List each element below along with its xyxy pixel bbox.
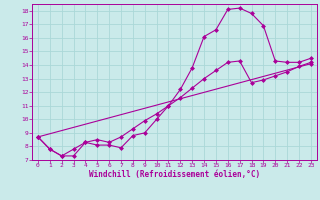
X-axis label: Windchill (Refroidissement éolien,°C): Windchill (Refroidissement éolien,°C) bbox=[89, 170, 260, 179]
